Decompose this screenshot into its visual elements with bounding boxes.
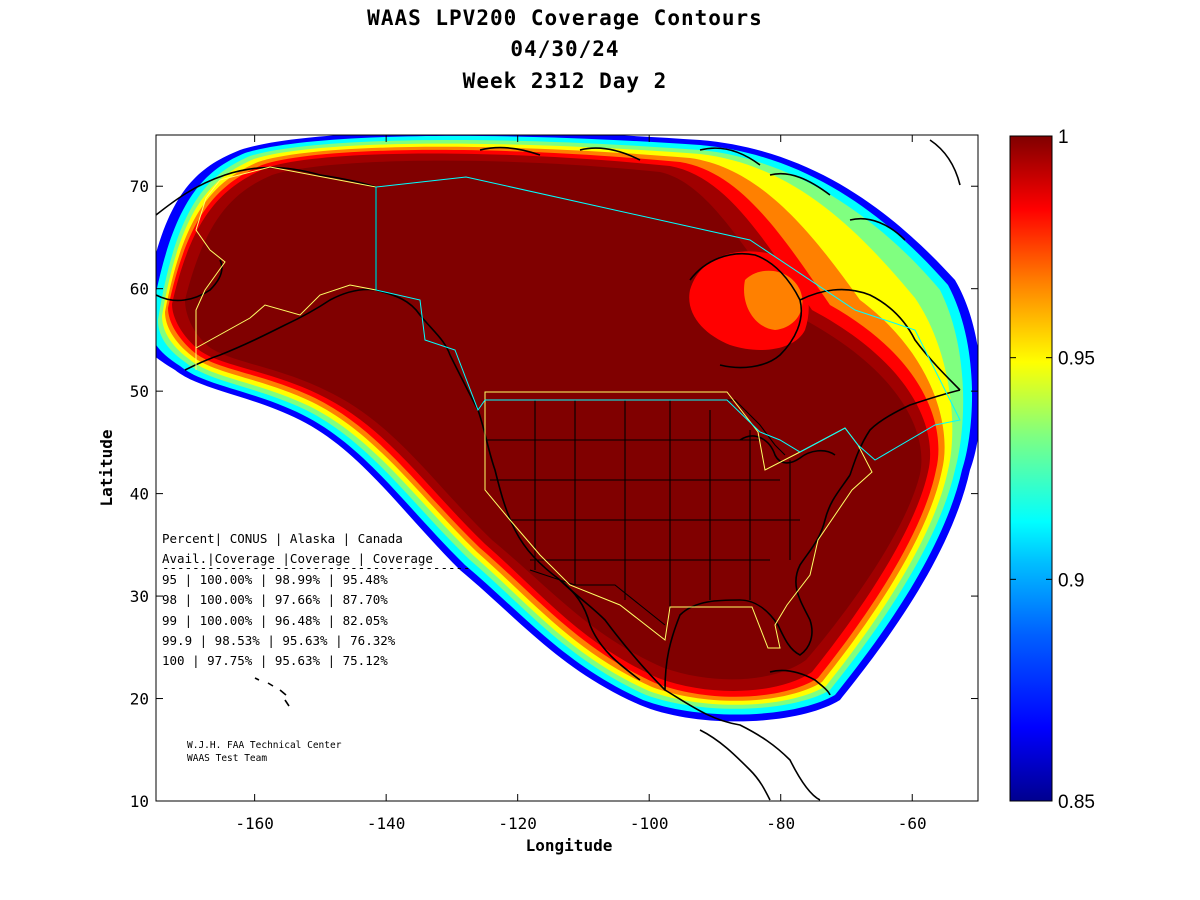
y-tick-label: 60 <box>130 280 149 299</box>
y-tick-label: 50 <box>130 382 149 401</box>
y-tick-label: 30 <box>130 587 149 606</box>
x-axis-label: Longitude <box>526 836 613 855</box>
y-tick-label: 70 <box>130 177 149 196</box>
canada-boundary <box>375 176 961 461</box>
y-tick-label: 40 <box>130 485 149 504</box>
coverage-table: Percent| CONUS | Alaska | Canada Avail.|… <box>162 531 471 668</box>
table-row: 98 | 100.00% | 97.66% | 87.70% <box>162 592 388 607</box>
x-axis-ticks: -160 -140 -120 -100 -80 -60 <box>235 135 927 833</box>
credit-line-2: WAAS Test Team <box>187 753 267 764</box>
coast-great-lakes <box>739 435 836 464</box>
coast-gulf <box>664 474 851 691</box>
x-tick-label: -60 <box>898 814 927 833</box>
colorbar <box>1009 135 1053 802</box>
chart-date: 04/30/24 <box>510 37 620 61</box>
colorbar-tick-label: 0.85 <box>1058 792 1095 813</box>
table-row: 99.9 | 98.53% | 95.63% | 76.32% <box>162 633 396 648</box>
chart-title: WAAS LPV200 Coverage Contours <box>367 6 763 30</box>
table-header-1: Percent| CONUS | Alaska | Canada <box>162 531 403 546</box>
table-row: 99 | 100.00% | 96.48% | 82.05% <box>162 613 388 628</box>
colorbar-tick-label: 0.95 <box>1058 349 1095 370</box>
x-tick-label: -160 <box>235 814 274 833</box>
coast-atlantic <box>849 389 961 476</box>
coast-labrador <box>799 288 961 391</box>
y-axis-ticks: 70 60 50 40 30 20 10 <box>130 177 978 811</box>
chart-week-day: Week 2312 Day 2 <box>462 69 668 93</box>
contour-quebec-orange <box>744 270 803 330</box>
x-tick-label: -100 <box>630 814 669 833</box>
x-tick-label: -140 <box>367 814 406 833</box>
coast-mexico <box>559 579 821 801</box>
table-rule: ----------------------------------------… <box>162 560 471 575</box>
colorbar-tick-label: 1 <box>1058 127 1069 148</box>
coast-cuba <box>769 669 831 696</box>
alaska-boundary <box>195 166 377 370</box>
credit-line-1: W.J.H. FAA Technical Center <box>187 740 342 751</box>
x-tick-label: -80 <box>766 814 795 833</box>
colorbar-ticks: 1 0.95 0.9 0.85 <box>1010 127 1095 813</box>
table-row: 95 | 100.00% | 98.99% | 95.48% <box>162 572 388 587</box>
coast-alaska <box>156 166 451 371</box>
coverage-contours <box>156 135 978 722</box>
conus-boundary <box>484 391 873 649</box>
axes-frame <box>155 134 979 802</box>
border-us-mexico <box>529 569 666 626</box>
border-state-grid <box>485 400 800 610</box>
table-row: 100 | 97.75% | 95.63% | 75.12% <box>162 653 388 668</box>
coast-hawaii <box>254 677 290 707</box>
service-boundaries <box>195 166 961 649</box>
coast-arctic-islands <box>479 139 961 241</box>
coast-central-america <box>699 729 771 801</box>
x-tick-label: -120 <box>498 814 537 833</box>
y-axis-label: Latitude <box>97 429 116 506</box>
table-header-2: Avail.|Coverage |Coverage | Coverage <box>162 551 433 566</box>
colorbar-tick-label: 0.9 <box>1058 570 1084 591</box>
y-tick-label: 10 <box>130 792 149 811</box>
y-tick-label: 20 <box>130 690 149 709</box>
